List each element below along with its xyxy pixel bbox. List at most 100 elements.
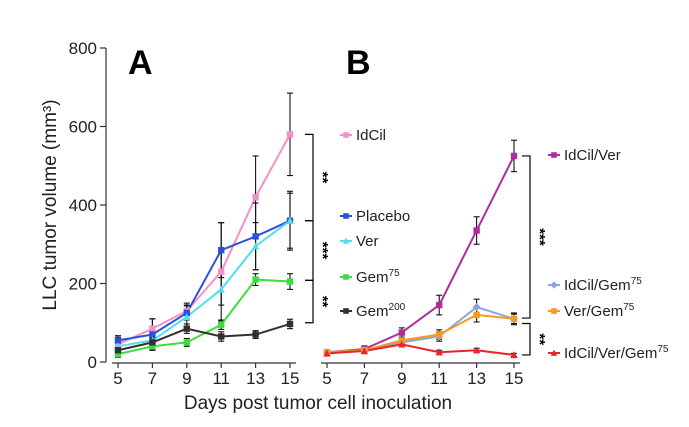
significance-marker: ** bbox=[314, 172, 331, 184]
legend-marker bbox=[343, 274, 349, 280]
significance-bracket bbox=[522, 155, 531, 319]
legend-marker bbox=[343, 132, 349, 138]
significance-marker: ** bbox=[531, 333, 548, 345]
data-point bbox=[252, 242, 260, 250]
data-point bbox=[398, 329, 405, 336]
legend-label: Gem200 bbox=[356, 302, 406, 320]
data-point bbox=[149, 343, 156, 350]
legend-label-text: IdCil/Ver/Gem bbox=[564, 345, 657, 362]
legend-label-text: IdCil bbox=[356, 127, 386, 144]
data-point bbox=[398, 337, 405, 344]
data-point bbox=[510, 351, 518, 359]
y-tick-label: 0 bbox=[88, 353, 97, 372]
data-point bbox=[473, 346, 481, 354]
data-point bbox=[218, 268, 225, 275]
legend-label: IdCil/Ver bbox=[564, 147, 621, 164]
legend-marker bbox=[551, 308, 557, 314]
legend-label-text: Ver/Gem bbox=[564, 303, 623, 320]
data-point bbox=[183, 339, 190, 346]
legend-marker bbox=[342, 237, 350, 244]
data-point bbox=[114, 350, 122, 358]
x-tick-label: 13 bbox=[246, 369, 265, 388]
series-line-gem200 bbox=[117, 322, 291, 352]
series-line-placebo bbox=[117, 219, 291, 342]
legend-marker bbox=[550, 349, 558, 356]
x-tick-label: 9 bbox=[397, 369, 406, 388]
data-point bbox=[252, 193, 259, 201]
x-tick-label: 13 bbox=[467, 369, 486, 388]
legend-label: Placebo bbox=[356, 208, 410, 225]
significance-bracket bbox=[522, 322, 531, 356]
data-point bbox=[252, 331, 259, 338]
data-point bbox=[473, 311, 480, 319]
data-point bbox=[436, 331, 443, 338]
data-point bbox=[510, 315, 518, 323]
data-point bbox=[149, 339, 156, 346]
data-point bbox=[218, 333, 225, 340]
legend-label: Ver/Gem75 bbox=[564, 302, 635, 320]
y-tick-label: 800 bbox=[69, 39, 97, 58]
x-tick-label: 15 bbox=[281, 369, 300, 388]
x-tick-label: 11 bbox=[430, 369, 448, 388]
y-axis-title: LLC tumor volume (mm³) bbox=[40, 99, 61, 310]
legend-label-superscript: 75 bbox=[623, 302, 635, 313]
y-tick-label: 600 bbox=[69, 118, 97, 137]
legend-label-text: Gem bbox=[356, 303, 389, 320]
data-point bbox=[217, 285, 225, 293]
data-point bbox=[183, 309, 190, 317]
panel-b-series bbox=[324, 139, 517, 358]
legend-label-text: Gem bbox=[356, 269, 389, 286]
series-line-idcil-ver-gem75 bbox=[326, 343, 515, 356]
data-point bbox=[286, 216, 294, 224]
panel-a-series bbox=[115, 92, 293, 358]
series-line-ver bbox=[117, 219, 291, 348]
data-point bbox=[183, 313, 191, 321]
data-point bbox=[183, 325, 190, 332]
x-axis-title: Days post tumor cell inoculation bbox=[184, 393, 452, 414]
data-point bbox=[149, 325, 156, 332]
legend-label-text: Placebo bbox=[356, 208, 410, 225]
series-line-ver-gem75 bbox=[326, 313, 515, 354]
data-point bbox=[286, 278, 294, 285]
series-line-idcil bbox=[117, 133, 291, 346]
data-point bbox=[286, 131, 294, 138]
data-point bbox=[360, 347, 368, 355]
x-tick-label: 5 bbox=[322, 369, 331, 388]
data-point bbox=[436, 301, 443, 309]
data-point bbox=[149, 331, 156, 338]
legend-label-superscript: 75 bbox=[389, 268, 401, 279]
legend-label: IdCil/Gem75 bbox=[564, 276, 642, 294]
data-point bbox=[435, 348, 443, 356]
y-tick-label: 200 bbox=[69, 275, 97, 294]
x-tick-label: 7 bbox=[360, 369, 369, 388]
data-point bbox=[114, 337, 122, 344]
legend-label-text: IdCil/Ver bbox=[564, 147, 621, 164]
legend-marker bbox=[550, 281, 558, 289]
legend-label-text: Ver bbox=[356, 233, 379, 250]
data-point bbox=[252, 276, 259, 283]
panel-label-a: A bbox=[128, 44, 153, 82]
significance-bracket bbox=[305, 133, 314, 222]
significance-bracket bbox=[305, 279, 314, 324]
significance-marker: ** bbox=[314, 296, 331, 308]
significance-bracket bbox=[305, 220, 314, 281]
significance-marker: *** bbox=[314, 242, 331, 260]
significance-marker: *** bbox=[531, 228, 548, 246]
legend-marker bbox=[551, 152, 557, 158]
legend-label-text: IdCil/Gem bbox=[564, 277, 631, 294]
legend-marker bbox=[343, 213, 349, 219]
legend-label: IdCil bbox=[356, 127, 386, 144]
data-point bbox=[510, 152, 518, 160]
data-point bbox=[114, 347, 122, 354]
legend-marker bbox=[343, 308, 349, 314]
x-tick-label: 15 bbox=[505, 369, 524, 388]
data-point bbox=[398, 340, 406, 348]
legend-label-superscript: 200 bbox=[389, 302, 406, 313]
data-point bbox=[286, 320, 294, 328]
series-line-idcil-ver bbox=[326, 155, 515, 354]
data-point bbox=[218, 246, 225, 254]
data-point bbox=[252, 233, 259, 240]
legend-label-superscript: 75 bbox=[657, 344, 669, 355]
x-tick-label: 9 bbox=[182, 369, 191, 388]
